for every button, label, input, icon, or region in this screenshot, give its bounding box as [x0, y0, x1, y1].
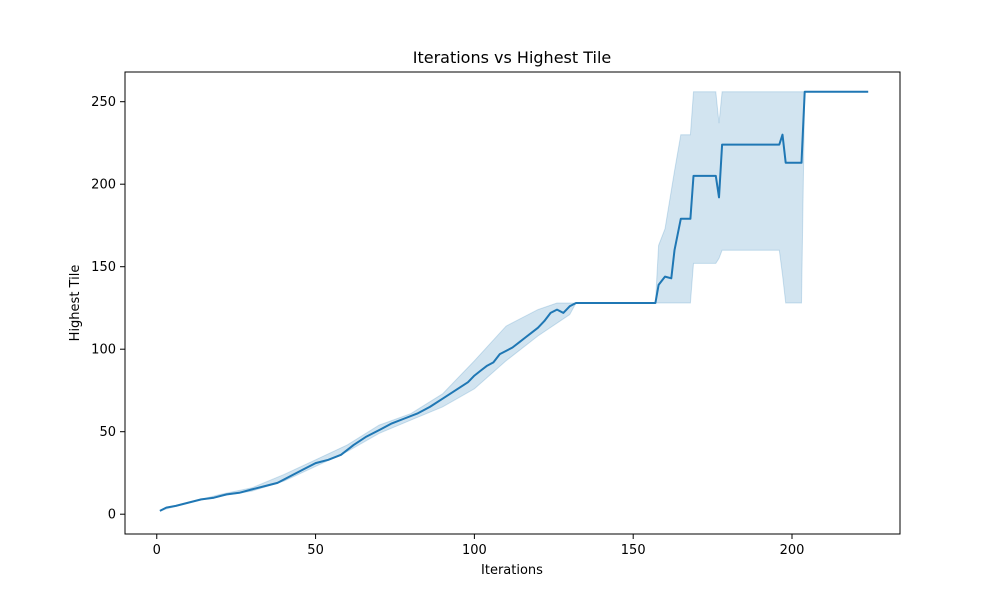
y-tick-label: 250	[91, 95, 116, 110]
chart-title: Iterations vs Highest Tile	[413, 48, 612, 67]
y-tick-label: 100	[91, 343, 116, 358]
y-tick-label: 150	[91, 260, 116, 275]
y-axis-title: Highest Tile	[68, 265, 83, 342]
y-tick-label: 50	[99, 425, 116, 440]
x-axis: 0 50 100 150 200	[153, 534, 805, 558]
y-tick-label: 200	[91, 178, 116, 193]
x-tick-label: 0	[153, 543, 161, 558]
mean-line	[159, 90, 869, 512]
y-axis: 0 50 100 150 200 250	[91, 95, 125, 523]
x-axis-title: Iterations	[481, 563, 543, 578]
x-tick-label: 50	[307, 543, 324, 558]
y-tick-label: 0	[108, 508, 116, 523]
plot-area	[124, 71, 901, 535]
x-tick-label: 150	[621, 543, 646, 558]
x-tick-label: 100	[462, 543, 487, 558]
confidence-band	[159, 91, 869, 512]
x-tick-label: 200	[780, 543, 805, 558]
